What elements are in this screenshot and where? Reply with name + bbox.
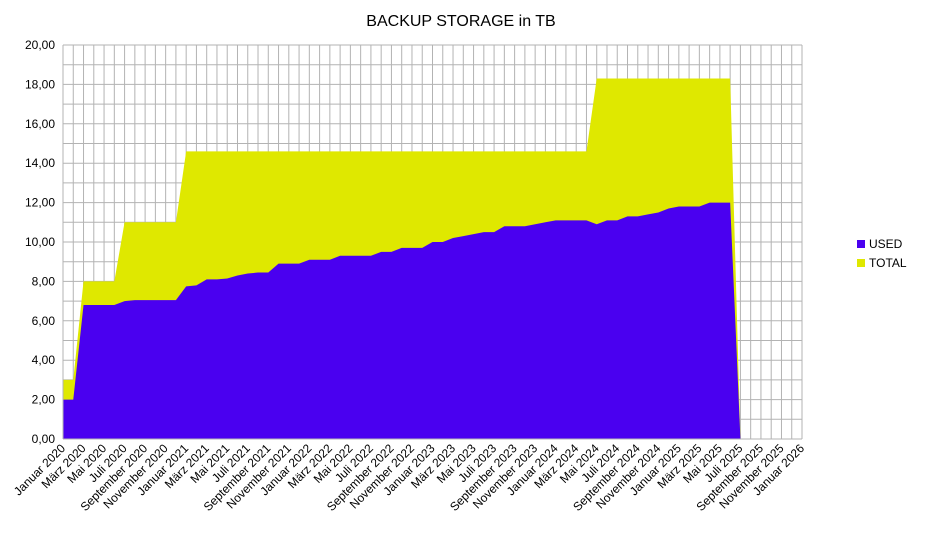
area-series-used <box>63 202 741 439</box>
legend-swatch-total <box>857 259 865 267</box>
legend-label-used: USED <box>869 237 903 251</box>
y-tick-label: 2,00 <box>32 393 56 407</box>
chart-title: BACKUP STORAGE in TB <box>366 13 555 30</box>
legend-label-total: TOTAL <box>869 256 907 270</box>
y-tick-label: 20,00 <box>25 38 55 52</box>
y-tick-label: 12,00 <box>25 196 55 210</box>
y-tick-label: 10,00 <box>25 235 55 249</box>
y-tick-label: 0,00 <box>32 432 56 446</box>
y-tick-label: 16,00 <box>25 117 55 131</box>
y-tick-label: 6,00 <box>32 314 56 328</box>
plot-areas <box>63 78 741 440</box>
y-tick-label: 14,00 <box>25 156 55 170</box>
y-tick-label: 18,00 <box>25 77 55 91</box>
y-tick-label: 4,00 <box>32 353 56 367</box>
legend: USED TOTAL <box>857 237 907 270</box>
y-tick-labels: 0,00 2,00 4,00 6,00 8,00 10,00 12,00 14,00 16,00… <box>25 38 55 446</box>
axes <box>62 45 802 440</box>
y-tick-label: 8,00 <box>32 274 56 288</box>
legend-swatch-used <box>857 240 865 248</box>
